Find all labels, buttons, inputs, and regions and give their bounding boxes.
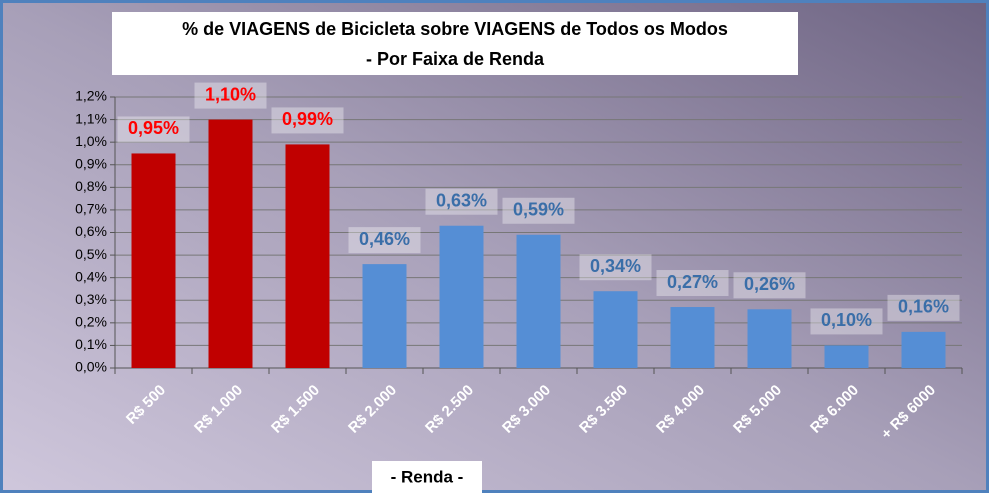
- y-tick-label: 1,0%: [75, 133, 107, 149]
- value-label-box: [194, 82, 267, 109]
- y-tick-label: 0,0%: [75, 359, 107, 375]
- value-label-box: [502, 197, 575, 224]
- y-tick-label: 0,9%: [75, 155, 107, 171]
- title-box: [112, 12, 798, 75]
- value-label: 0,95%: [128, 118, 179, 138]
- y-tick-label: 0,3%: [75, 291, 107, 307]
- bar: [362, 264, 407, 368]
- value-label-box: [733, 272, 806, 299]
- y-tick-label: 1,2%: [75, 88, 107, 104]
- value-label-box: [348, 227, 421, 254]
- value-label: 0,16%: [898, 297, 949, 317]
- y-tick-label: 0,2%: [75, 314, 107, 330]
- y-tick-label: 0,7%: [75, 201, 107, 217]
- bar: [439, 225, 484, 368]
- y-tick-label: 0,5%: [75, 246, 107, 262]
- value-label-box: [887, 294, 960, 321]
- value-label-box: [117, 116, 190, 143]
- bar: [824, 345, 869, 368]
- value-label-box: [425, 188, 498, 215]
- bar: [131, 153, 176, 368]
- bar: [593, 291, 638, 368]
- value-label: 0,59%: [513, 200, 564, 220]
- value-label: 0,34%: [590, 256, 641, 276]
- value-label: 0,99%: [282, 109, 333, 129]
- chart-subtitle: - Por Faixa de Renda: [366, 49, 545, 69]
- y-tick-label: 0,6%: [75, 223, 107, 239]
- value-label: 0,63%: [436, 190, 487, 210]
- y-tick-label: 1,1%: [75, 110, 107, 126]
- value-label: 0,10%: [821, 310, 872, 330]
- bar: [670, 307, 715, 368]
- value-label-box: [271, 107, 344, 134]
- y-tick-label: 0,1%: [75, 336, 107, 352]
- value-label: 0,27%: [667, 272, 718, 292]
- value-label: 1,10%: [205, 84, 256, 104]
- x-axis-title: - Renda -: [391, 467, 464, 486]
- bar: [516, 234, 561, 368]
- y-tick-label: 0,4%: [75, 268, 107, 284]
- value-label-box: [810, 308, 883, 335]
- value-label-box: [656, 270, 729, 297]
- bar: [747, 309, 792, 368]
- bar: [208, 119, 253, 368]
- value-label-box: [579, 254, 652, 281]
- x-label-box: [372, 461, 482, 493]
- value-label: 0,26%: [744, 274, 795, 294]
- chart-title: % de VIAGENS de Bicicleta sobre VIAGENS …: [182, 19, 728, 39]
- bar: [285, 144, 330, 368]
- bar: [901, 331, 946, 368]
- value-label: 0,46%: [359, 229, 410, 249]
- y-tick-label: 0,8%: [75, 178, 107, 194]
